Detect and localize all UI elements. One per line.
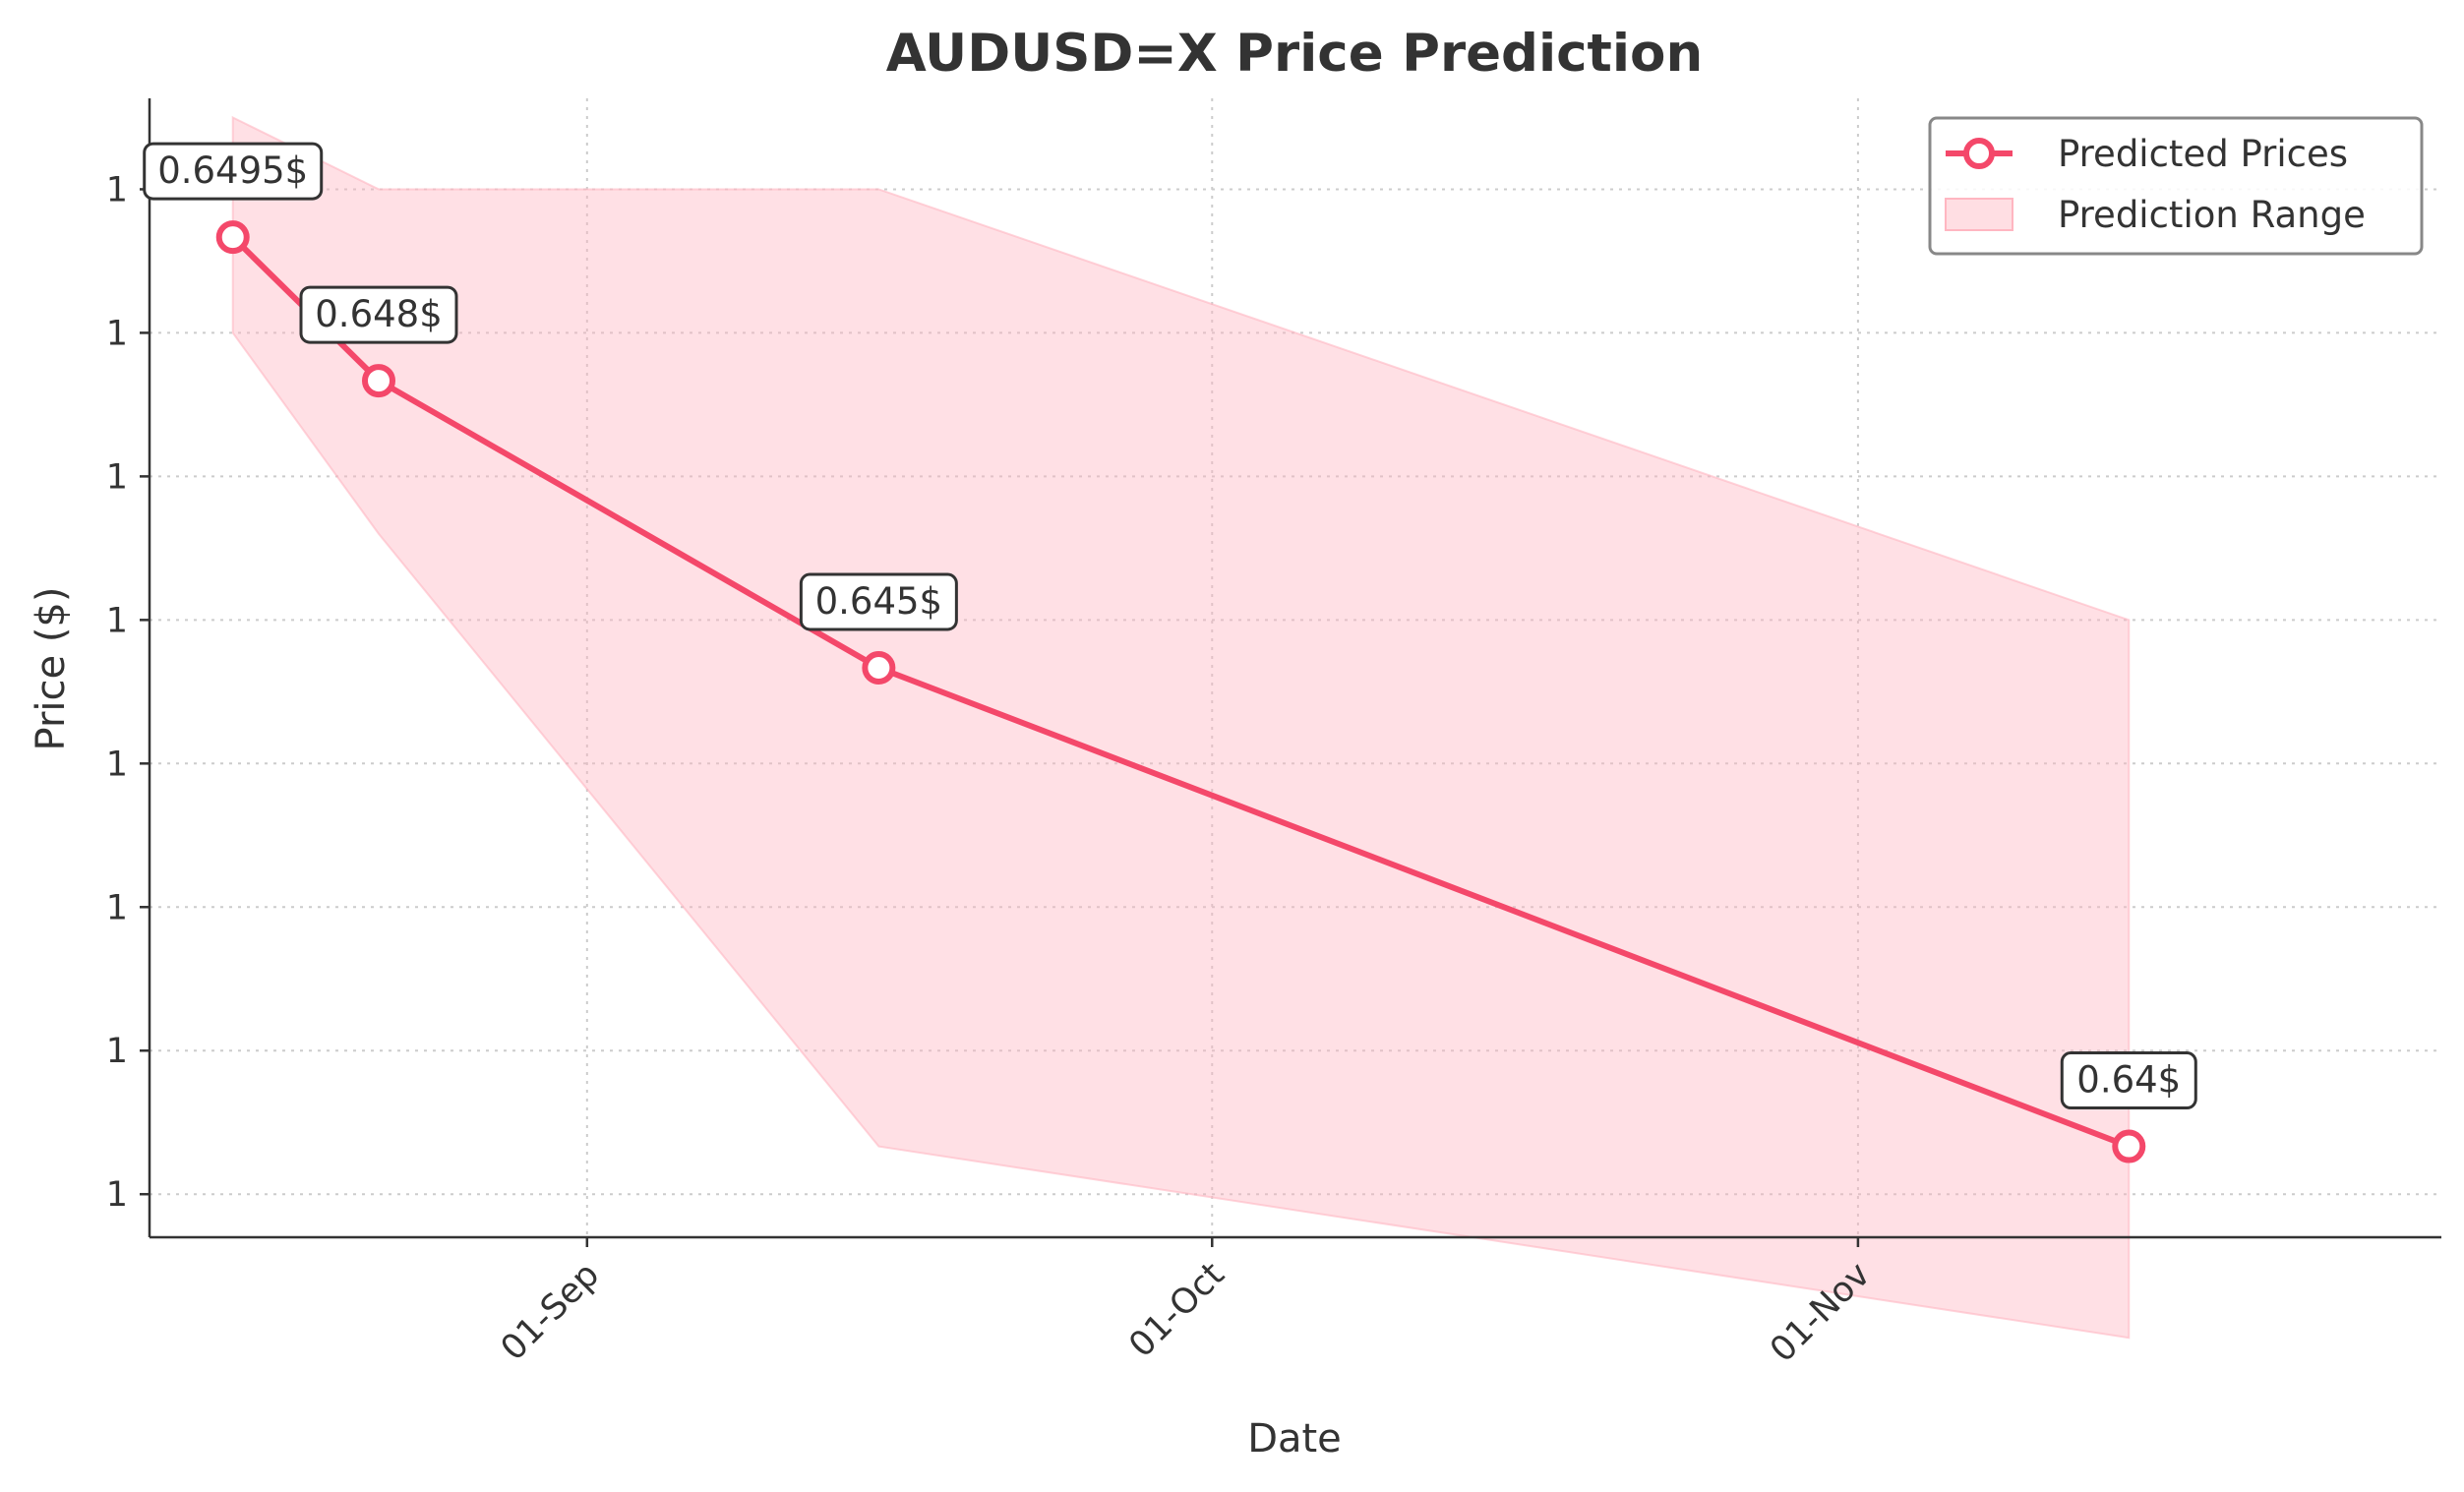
annotation-layer: 0.6495$ 0.648$ 0.645$ 0.64$: [143, 142, 2197, 1110]
legend-label-range: Prediction Range: [2058, 194, 2366, 236]
data-label-box: [143, 142, 324, 201]
y-tick-label: 1: [106, 745, 128, 784]
legend-marker-swatch: [1963, 138, 1995, 169]
y-tick-label: 1: [106, 888, 128, 927]
chart-title: AUDUSD=X Price Prediction: [886, 24, 1703, 84]
y-tick-label: 1: [106, 1175, 128, 1215]
y-tick-label: 1: [106, 170, 128, 209]
y-tick-label: 1: [106, 314, 128, 353]
y-axis-label: Price ($): [29, 587, 74, 751]
x-axis-label: Date: [1247, 1416, 1342, 1462]
legend-range-swatch: [1945, 198, 2013, 231]
y-tick-label: 1: [106, 1032, 128, 1071]
y-tick-label: 1: [106, 601, 128, 640]
data-label-box: [799, 572, 958, 631]
data-label: 0.648$: [315, 293, 442, 335]
data-label-box: [2060, 1051, 2197, 1110]
predicted-point-marker: [362, 364, 395, 398]
predicted-point-marker: [862, 651, 896, 685]
predicted-point-marker: [215, 220, 250, 255]
x-tick-label: 01-Oct: [1121, 1255, 1232, 1365]
data-label: 0.645$: [815, 580, 942, 623]
legend: Predicted Prices Prediction Range: [1928, 116, 2424, 256]
y-tick-label: 1: [106, 457, 128, 497]
prediction-range-band: [231, 115, 2131, 1340]
data-label: 0.64$: [2076, 1059, 2181, 1102]
legend-label-predicted: Predicted Prices: [2058, 133, 2348, 175]
prediction-range-layer: [231, 115, 2131, 1340]
data-label: 0.6495$: [157, 149, 308, 192]
data-label-box: [299, 285, 458, 344]
legend-box: [1928, 116, 2424, 256]
predicted-point-marker: [2112, 1129, 2146, 1164]
x-tick-label: 01-Sep: [494, 1255, 607, 1368]
